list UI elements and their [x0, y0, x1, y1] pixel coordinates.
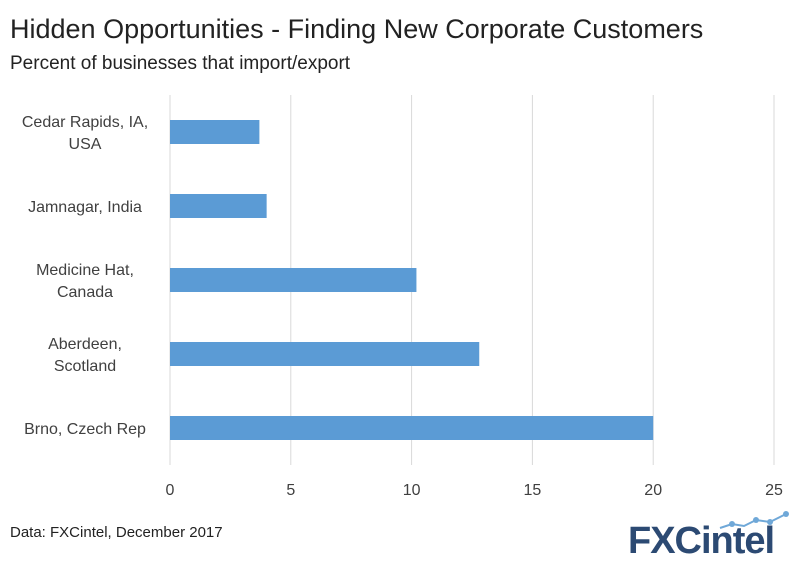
bar — [170, 416, 654, 440]
source-note: Data: FXCintel, December 2017 — [10, 524, 223, 541]
category-label: Cedar Rapids, IA, USA — [22, 114, 148, 153]
x-tick-label: 0 — [166, 482, 175, 499]
bar — [170, 342, 480, 366]
bars — [170, 120, 654, 440]
category-label: Aberdeen, Scotland — [48, 336, 122, 375]
x-tick-label: 10 — [403, 482, 421, 499]
category-label: Medicine Hat, Canada — [36, 262, 134, 301]
logo-trend-icon — [719, 511, 789, 529]
category-label: Brno, Czech Rep — [24, 421, 146, 438]
category-label: Jamnagar, India — [28, 199, 142, 216]
category-labels: Cedar Rapids, IA, USA Jamnagar, India Medic… — [22, 114, 148, 438]
fxcintel-logo: FXCintel — [628, 510, 794, 560]
x-axis-tick-labels: 0 5 10 15 20 25 — [166, 482, 783, 499]
bar-chart: Cedar Rapids, IA, USA Jamnagar, India Medic… — [22, 95, 783, 499]
x-tick-label: 15 — [524, 482, 542, 499]
bar — [170, 120, 260, 144]
bar — [170, 194, 267, 218]
bar — [170, 268, 417, 292]
chart-subtitle: Percent of businesses that import/export — [10, 53, 351, 74]
x-tick-label: 20 — [644, 482, 662, 499]
x-tick-label: 25 — [765, 482, 783, 499]
x-tick-label: 5 — [286, 482, 295, 499]
chart-title: Hidden Opportunities - Finding New Corpo… — [10, 14, 704, 44]
logo-text: FXCintel — [628, 520, 775, 562]
